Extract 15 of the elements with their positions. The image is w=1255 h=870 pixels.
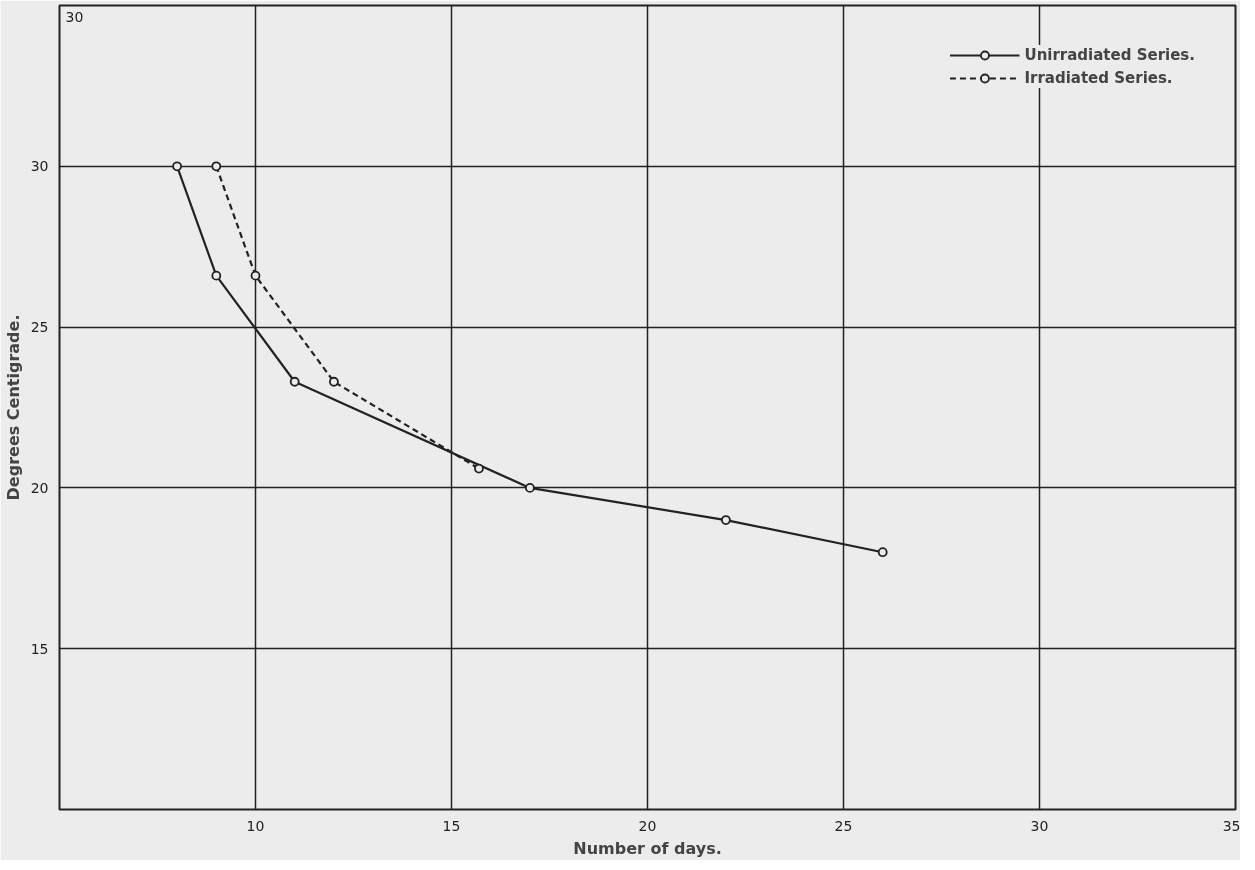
legend-label: Unirradiated Series. [1024,46,1195,64]
x-tick-label: 20 [638,817,657,834]
y-tick-label: 15 [30,640,49,657]
x-tick-label: 15 [442,817,461,834]
x-axis-title: Number of days. [573,838,722,858]
annotation: 30 [65,8,84,25]
x-tick-label: 35 [1222,817,1241,834]
y-tick-label: 30 [30,158,49,175]
x-tick-label: 30 [1030,817,1049,834]
y-tick-label: 25 [30,319,49,336]
x-tick-label: 10 [246,817,265,834]
x-tick-label: 25 [834,817,853,834]
y-tick-label: 20 [30,479,49,496]
y-axis-title: Degrees Centigrade. [3,314,23,501]
legend-label: Irradiated Series. [1024,69,1173,87]
